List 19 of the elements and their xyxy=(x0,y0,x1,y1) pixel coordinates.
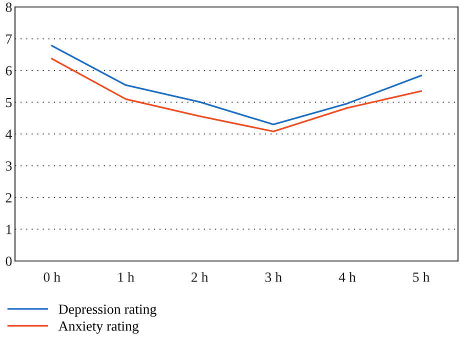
x-tick-label: 4 h xyxy=(338,272,356,282)
x-tick-label: 1 h xyxy=(118,272,134,282)
y-tick-label: 0 xyxy=(6,256,12,266)
y-tick-label: 4 xyxy=(6,130,12,139)
x-tick-label: 5 h xyxy=(413,272,430,282)
y-tick-label: 5 xyxy=(6,98,12,108)
x-tick-label: 3 h xyxy=(265,272,282,282)
y-tick-label: 8 xyxy=(6,2,12,12)
x-tick-label: 2 h xyxy=(192,272,208,282)
line-series xyxy=(51,58,422,132)
y-tick-label: 6 xyxy=(6,66,12,76)
y-tick-label: 3 xyxy=(6,161,12,171)
y-tick-label: 2 xyxy=(6,193,12,202)
y-tick-label: 7 xyxy=(6,34,12,44)
line-series xyxy=(51,44,422,126)
legend-label: Depression rating xyxy=(58,304,156,317)
legend-label: Anxiety rating xyxy=(58,321,139,334)
x-tick-label: 0 h xyxy=(44,272,60,282)
y-tick-label: 1 xyxy=(6,224,12,234)
